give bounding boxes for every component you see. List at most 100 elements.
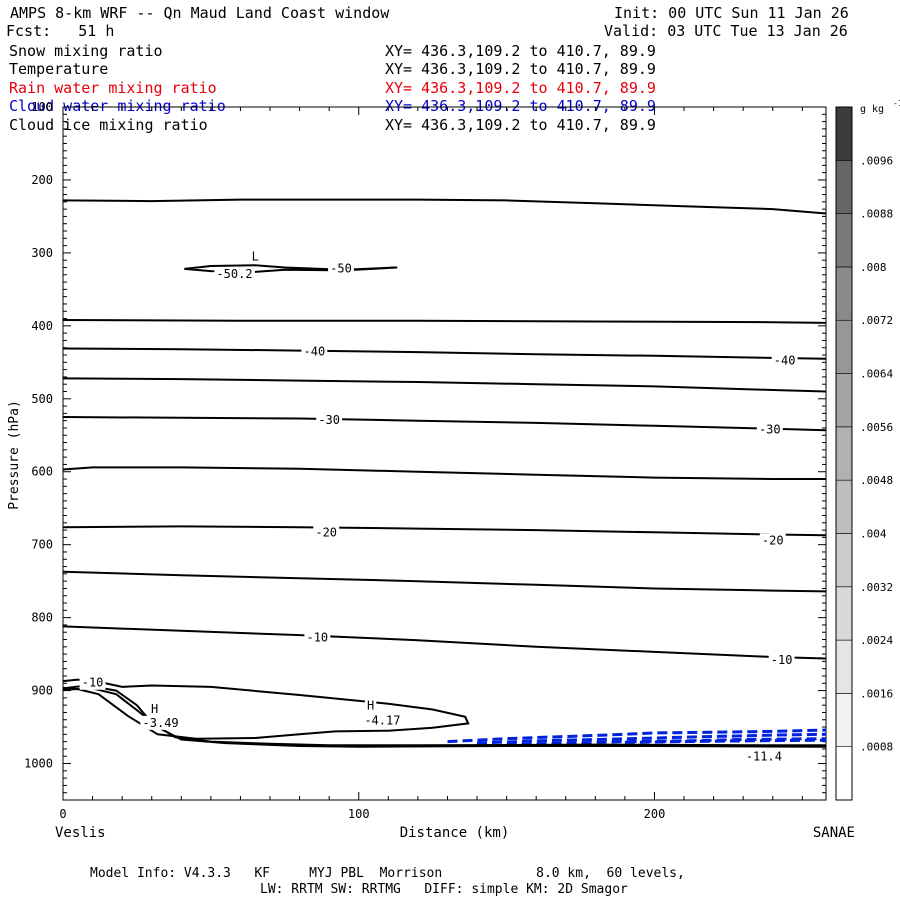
contour-label: -50	[330, 261, 352, 275]
chart-title: AMPS 8-km WRF -- Qn Maud Land Coast wind…	[10, 4, 390, 22]
colorbar-swatch	[835, 106, 853, 161]
colorbar-frame	[835, 106, 853, 801]
contour-label: L	[252, 250, 259, 264]
contour-label-bg	[79, 675, 106, 690]
contour-label: -10	[82, 676, 104, 690]
legend-snow-xy: XY= 436.3,109.2 to 410.7, 89.9	[385, 42, 656, 60]
colorbar-unit: g kg	[860, 104, 884, 115]
legend-cloud-ice-name: Cloud ice mixing ratio	[9, 116, 208, 134]
contour-label-bg	[362, 713, 403, 728]
contour-label-bg	[140, 715, 181, 730]
contour-label: -30	[759, 423, 781, 437]
y-tick-label: 700	[31, 538, 53, 552]
contour-label: -20	[762, 533, 784, 547]
colorbar-tick-label: .008	[860, 261, 887, 274]
legend-temperature-name: Temperature	[9, 60, 109, 78]
temperature-contour	[62, 377, 827, 393]
y-tick-label: 800	[31, 611, 53, 625]
colorbar-swatch	[835, 266, 853, 321]
temperature-contour	[62, 625, 827, 660]
temperature-contour	[62, 678, 470, 740]
y-tick-label: 400	[31, 319, 53, 333]
y-tick-label: 100	[31, 100, 53, 114]
cloud-water-contour	[624, 738, 827, 744]
colorbar-swatch	[835, 533, 853, 588]
colorbar-swatch	[835, 586, 853, 641]
contour-label: -30	[318, 413, 340, 427]
colorbar-swatch	[835, 426, 853, 481]
colorbar-unit-exponent: -1	[893, 99, 900, 108]
temperature-contour	[62, 416, 827, 432]
y-tick-label: 600	[31, 465, 53, 479]
x-end-location-label: SANAE	[813, 825, 855, 841]
y-tick-label: 900	[31, 684, 53, 698]
legend-snow-name: Snow mixing ratio	[9, 42, 163, 60]
colorbar-tick-label: .0056	[860, 421, 893, 434]
colorbar-swatch	[835, 693, 853, 747]
contour-label: H	[367, 698, 374, 712]
x-axis-label: Distance (km)	[400, 825, 510, 841]
colorbar-swatch	[835, 319, 853, 374]
colorbar-tick-label: .0008	[860, 741, 893, 754]
contour-label: -3.49	[143, 716, 179, 730]
contour-label-bg	[149, 702, 161, 717]
contour-label: -40	[304, 345, 326, 359]
contour-label-bg	[768, 653, 795, 668]
contour-label-bg	[304, 630, 331, 645]
contour-label: H	[151, 702, 158, 716]
forecast-hour: Fcst: 51 h	[6, 22, 115, 40]
plot-frame	[62, 106, 827, 801]
colorbar-tick-label: .0088	[860, 208, 893, 221]
contour-label: -4.17	[364, 714, 400, 728]
legend-rain-xy: XY= 436.3,109.2 to 410.7, 89.9	[385, 79, 656, 97]
temperature-contour	[62, 466, 826, 480]
colorbar-tick-label: .0016	[860, 687, 893, 700]
contour-label: -10	[306, 631, 328, 645]
contour-label-bg	[771, 353, 798, 368]
y-tick-label: 500	[31, 392, 53, 406]
temperature-contour	[62, 319, 827, 324]
x-tick-label: 0	[59, 807, 66, 821]
contour-label: -40	[774, 353, 796, 367]
x-tick-label: 200	[644, 807, 666, 821]
colorbar-tick-label: .0096	[860, 154, 893, 167]
legend-rain-name: Rain water mixing ratio	[9, 79, 217, 97]
colorbar-tick-label: .0024	[860, 634, 893, 647]
y-tick-label: 1000	[24, 757, 53, 771]
contour-label-bg	[743, 749, 785, 764]
colorbar-tick-label: .0072	[860, 314, 893, 327]
colorbar-swatch	[835, 373, 853, 428]
contour-label-bg	[313, 525, 340, 540]
colorbar-tick-label: .0048	[860, 474, 893, 487]
x-start-location-label: Veslis	[55, 825, 106, 841]
colorbar-swatch	[835, 479, 853, 534]
cloud-water-contour	[506, 737, 827, 747]
x-tick-label: 100	[348, 807, 370, 821]
colorbar-swatch	[835, 160, 853, 214]
contour-label-bg	[316, 413, 343, 428]
contour-label: -20	[315, 525, 337, 539]
contour-label-bg	[328, 261, 354, 276]
temperature-contour	[62, 687, 827, 748]
legend-cloud-ice-xy: XY= 436.3,109.2 to 410.7, 89.9	[385, 116, 656, 134]
legend-temperature-xy: XY= 436.3,109.2 to 410.7, 89.9	[385, 60, 656, 78]
temperature-contour	[62, 525, 827, 537]
temperature-contour	[62, 198, 827, 215]
y-axis-label: Pressure (hPa)	[7, 400, 22, 510]
init-time: Init: 00 UTC Sun 11 Jan 26	[614, 4, 849, 22]
legend-cloud-water-xy: XY= 436.3,109.2 to 410.7, 89.9	[385, 97, 656, 115]
contour-label-bg	[301, 344, 328, 359]
model-info-line1: Model Info: V4.3.3 KF MYJ PBL Morrison 8…	[90, 866, 685, 881]
contour-label-bg	[249, 249, 261, 264]
cloud-water-contour	[447, 728, 827, 744]
y-tick-label: 300	[31, 246, 53, 260]
model-info-line2: LW: RRTM SW: RRTMG DIFF: simple KM: 2D S…	[260, 882, 628, 897]
colorbar-swatch	[835, 639, 853, 694]
colorbar-tick-label: .004	[860, 527, 887, 540]
temperature-contour	[62, 347, 827, 360]
contour-label-bg	[214, 267, 255, 282]
colorbar-swatch	[835, 746, 853, 801]
contour-label-bg	[759, 533, 786, 548]
y-tick-label: 200	[31, 173, 53, 187]
